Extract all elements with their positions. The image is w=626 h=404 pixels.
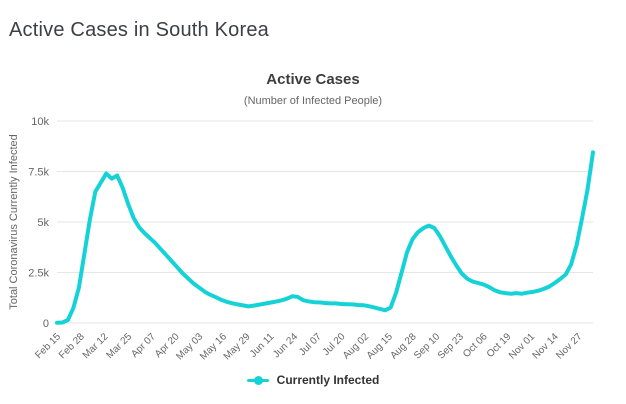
x-tick-label: Nov 27 bbox=[554, 331, 584, 361]
x-tick-label: May 29 bbox=[222, 331, 253, 362]
y-tick-label: 2.5k bbox=[28, 268, 49, 280]
page-title: Active Cases in South Korea bbox=[9, 19, 269, 41]
y-tick-label: 5k bbox=[37, 217, 49, 229]
legend-line-marker-icon bbox=[246, 375, 269, 385]
x-tick-label: Mar 25 bbox=[104, 331, 134, 361]
y-tick-label: 7.5k bbox=[28, 167, 49, 179]
y-tick-label: 0 bbox=[43, 318, 49, 330]
y-axis-title: Total Coronavirus Currently Infected bbox=[8, 134, 20, 309]
chart-subtitle: (Number of Infected People) bbox=[243, 95, 383, 107]
y-tick-label: 10k bbox=[31, 116, 49, 128]
chart-title: Active Cases bbox=[266, 71, 360, 88]
x-tick-label: Oct 06 bbox=[461, 331, 490, 360]
x-tick-label: Jul 07 bbox=[297, 331, 324, 358]
legend-item-currently-infected[interactable]: Currently Infected bbox=[0, 373, 626, 387]
x-tick-label: Sep 23 bbox=[436, 331, 466, 361]
x-tick-label: Apr 07 bbox=[129, 331, 158, 360]
x-tick-label: Jun 24 bbox=[271, 331, 300, 360]
legend-label: Currently Infected bbox=[276, 373, 380, 387]
x-tick-label: Jun 11 bbox=[248, 331, 277, 360]
series-line-currently-infected[interactable] bbox=[55, 150, 595, 325]
